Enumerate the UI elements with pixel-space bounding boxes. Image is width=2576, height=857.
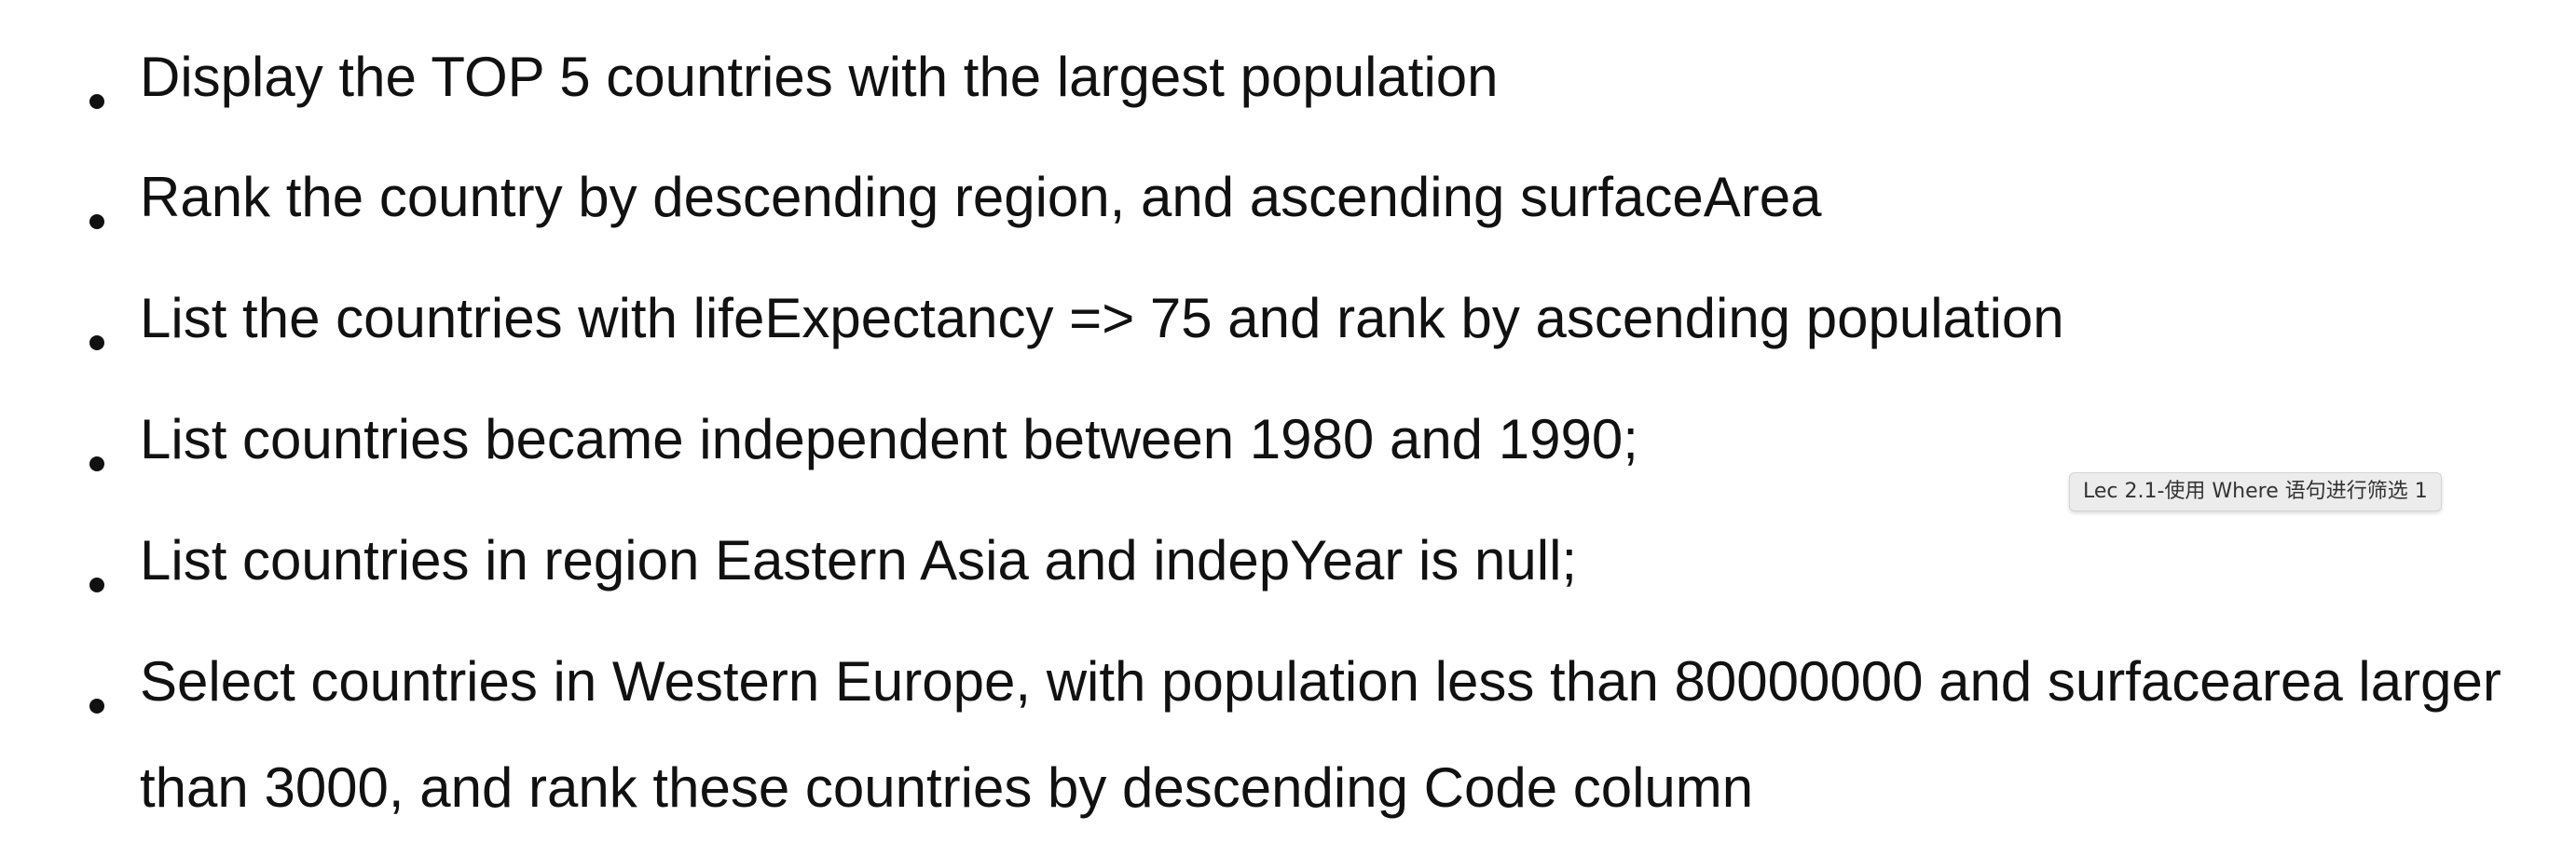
bullet-dot [89, 94, 104, 109]
bullet-dot [89, 699, 104, 714]
bullet-text: List the countries with lifeExpectancy =… [140, 287, 2064, 349]
bullet-text: List countries in region Eastern Asia an… [140, 529, 1578, 592]
bullet-dot [89, 578, 104, 592]
bullet-text: List countries became independent betwee… [140, 408, 1638, 470]
bullet-text: Display the TOP 5 countries with the lar… [140, 46, 1499, 108]
bullet-dot [89, 456, 104, 471]
bullet-dot [89, 335, 104, 350]
bullet-text: Rank the country by descending region, a… [140, 166, 1822, 228]
bullet-text: Select countries in Western Europe, with… [140, 650, 2501, 819]
bullet-dot [89, 214, 104, 229]
slide-tooltip: Lec 2.1-使用 Where 语句进行筛选 1 [2069, 472, 2442, 511]
